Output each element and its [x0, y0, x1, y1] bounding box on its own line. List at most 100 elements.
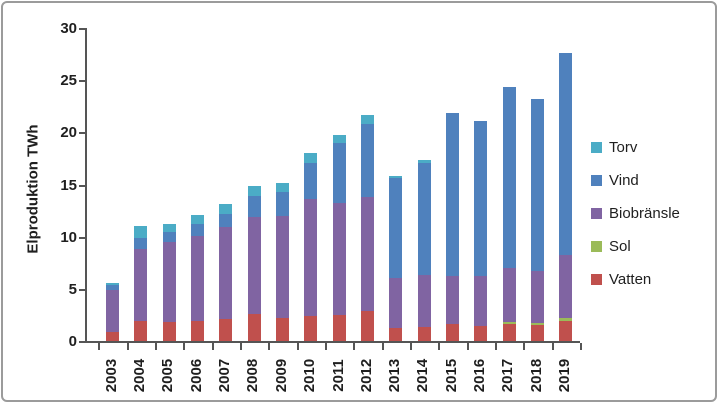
x-tick: [183, 343, 186, 350]
x-tick: [296, 343, 299, 350]
x-tick: [381, 343, 384, 350]
bar-segment-vatten: [417, 327, 431, 341]
legend-item-torv: Torv: [591, 131, 680, 164]
x-tick: [409, 343, 412, 350]
bar-segment-torv: [162, 224, 176, 233]
x-tick: [239, 343, 242, 350]
bar-segment-biobränsle: [417, 275, 431, 328]
x-tick: [353, 343, 356, 350]
bar-segment-vind: [559, 52, 573, 256]
y-tick-label: 20: [60, 124, 77, 142]
x-tick: [494, 343, 497, 350]
legend: Torv Vind Biobränsle Sol Vatten: [591, 131, 680, 296]
y-tick: [79, 288, 85, 291]
torv-swatch-icon: [591, 142, 602, 153]
bar-segment-vind: [502, 87, 516, 268]
y-tick-label: 5: [68, 280, 77, 298]
bar-segment-biobränsle: [502, 267, 516, 323]
x-tick: [154, 343, 157, 350]
bar-segment-biobränsle: [275, 215, 289, 319]
x-tick: [98, 343, 101, 350]
y-tick: [79, 236, 85, 239]
y-tick: [79, 132, 85, 135]
x-axis-label-2019: 2019: [542, 349, 588, 400]
bar-segment-biobränsle: [247, 216, 261, 314]
bar-segment-torv: [219, 203, 233, 214]
legend-label: Vind: [609, 172, 639, 189]
bar-segment-vatten: [332, 314, 346, 341]
bar-segment-biobränsle: [304, 199, 318, 316]
bar-segment-vatten: [474, 325, 488, 341]
bar-segment-biobränsle: [559, 255, 573, 319]
x-tick: [211, 343, 214, 350]
bar-segment-vind: [360, 123, 374, 198]
bar-segment-vatten: [389, 328, 403, 341]
bar-segment-biobränsle: [474, 275, 488, 326]
bar-segment-vind: [304, 162, 318, 200]
vind-swatch-icon: [591, 175, 602, 186]
bar-segment-vatten: [360, 311, 374, 341]
legend-item-vind: Vind: [591, 164, 680, 197]
bar-segment-torv: [304, 153, 318, 163]
bar-segment-biobränsle: [219, 227, 233, 320]
y-tick-label: 15: [60, 176, 77, 194]
bar-segment-sol: [559, 318, 573, 321]
bar-segment-vatten: [275, 318, 289, 341]
y-axis-line: [85, 28, 87, 343]
bar-segment-vatten: [162, 322, 176, 341]
x-tick: [551, 343, 554, 350]
bar-segment-vatten: [445, 323, 459, 341]
bar-segment-vatten: [190, 320, 204, 341]
x-tick: [579, 343, 582, 350]
legend-label: Torv: [609, 139, 638, 156]
bar-segment-torv: [275, 182, 289, 192]
biobransle-swatch-icon: [591, 208, 602, 219]
bar-segment-biobränsle: [162, 242, 176, 323]
x-tick: [438, 343, 441, 350]
bar-segment-vind: [445, 113, 459, 277]
y-tick-label: 10: [60, 228, 77, 246]
y-tick: [79, 80, 85, 83]
bar-segment-sol: [502, 322, 516, 324]
x-tick: [324, 343, 327, 350]
plot-area: 0 5 10 15 20 25 30 2003 2004 2005 2006 2007 2008 2009…: [3, 3, 715, 400]
bar-segment-biobränsle: [360, 197, 374, 312]
bar-segment-biobränsle: [530, 270, 544, 324]
bar-segment-torv: [247, 185, 261, 196]
bar-segment-vatten: [559, 320, 573, 341]
bar-segment-vatten: [134, 321, 148, 341]
bar-segment-vind: [389, 178, 403, 279]
bar-segment-torv: [106, 283, 119, 286]
x-tick: [126, 343, 129, 350]
bar-segment-sol: [530, 323, 544, 325]
legend-label: Sol: [609, 238, 631, 255]
sol-swatch-icon: [591, 241, 602, 252]
bar-segment-vind: [530, 98, 544, 271]
x-tick: [466, 343, 469, 350]
bar-segment-biobränsle: [332, 203, 346, 315]
y-tick: [79, 184, 85, 187]
y-tick-label: 25: [60, 72, 77, 90]
legend-label: Biobränsle: [609, 205, 680, 222]
bar-segment-vind: [275, 191, 289, 216]
vatten-swatch-icon: [591, 274, 602, 285]
y-tick: [79, 28, 85, 30]
bar-segment-torv: [360, 114, 374, 124]
bar-segment-vatten: [304, 315, 318, 341]
bar-segment-biobränsle: [134, 249, 148, 322]
x-axis-line: [85, 341, 580, 343]
bar-segment-vatten: [502, 323, 516, 341]
bar-segment-torv: [190, 214, 204, 225]
legend-item-vatten: Vatten: [591, 263, 680, 296]
bar-segment-vind: [134, 237, 148, 250]
y-tick: [79, 341, 85, 343]
bar-segment-biobränsle: [190, 235, 204, 321]
bar-segment-biobränsle: [389, 278, 403, 329]
bar-segment-torv: [389, 175, 403, 179]
x-tick: [268, 343, 271, 350]
bar-segment-biobränsle: [445, 276, 459, 324]
bar-segment-vatten: [106, 332, 119, 341]
x-axis-label-text: 2019: [556, 358, 574, 392]
bar-segment-vind: [417, 162, 431, 276]
